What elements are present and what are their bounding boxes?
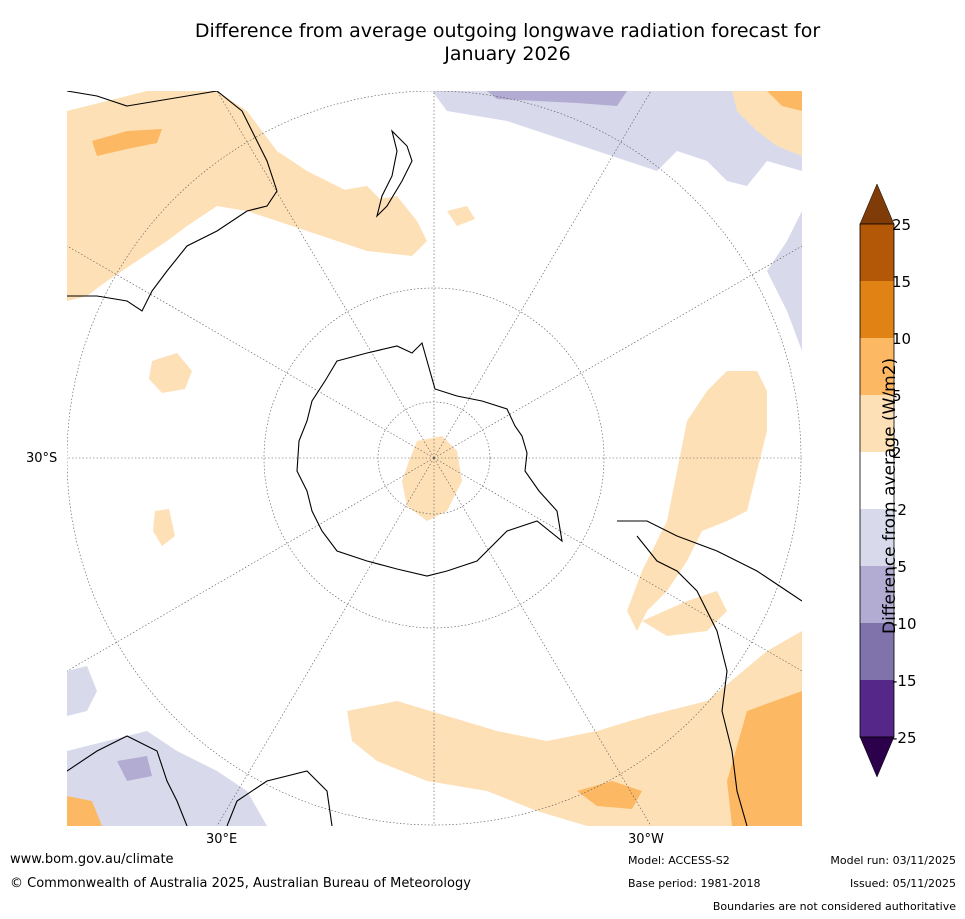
meridian-120e [67,457,435,672]
map-svg [67,91,802,826]
coastlines [67,91,802,826]
colorbar-band-2-5 [860,395,894,452]
colorbar-svg: 25 15 10 5 2 -2 -5 -10 -15 -25 [859,183,917,778]
anomaly-region-australia-warm [92,129,162,156]
colorbar-band-m5-m10 [860,566,894,623]
colorbar-tick-25: 25 [892,216,911,234]
graticule-ring-mid [263,287,605,629]
colorbar-band-10-15 [860,281,894,338]
lon-label-30e: 30°E [206,832,238,847]
footer-base-period: Base period: 1981-2018 [628,877,761,890]
anomaly-region-polar [402,436,462,521]
title-line-1: Difference from average outgoing longwav… [194,20,821,42]
colorbar-outline [859,223,895,738]
colorbar-tick-m2: -2 [892,501,907,519]
colorbar-tick-m25: -25 [892,729,917,747]
graticule [67,91,802,826]
anomaly-region-top-cool [432,91,802,186]
meridian-30w [433,91,652,459]
anomaly-region-bottom-left-warm [67,796,102,826]
title-line-2: January 2026 [444,43,571,65]
anomaly-region-left-edge-cool [67,666,97,716]
colorbar-tick-5: 5 [892,387,902,405]
anomaly-region-left-warm [149,353,192,393]
anomaly-region-top-right-warm [732,91,802,156]
anomaly-region-south-america-2 [642,591,727,636]
anomaly-region-bottom-left-cool-dark [117,756,152,781]
coast-australia [67,91,278,312]
colorbar-tick-2: 2 [892,444,902,462]
anomaly-region-bottom-warm [347,631,802,826]
meridian-150e [216,457,435,826]
lat-label-30s: 30°S [26,451,58,466]
colorbar-tick-15: 15 [892,273,911,291]
colorbar: 25 15 10 5 2 -2 -5 -10 -15 -25 [850,180,960,780]
lon-label-30w: 30°W [628,832,664,847]
colorbar-label: Difference from average (W/m2) [880,357,900,634]
coast-africa [67,735,333,826]
colorbar-band-m10-m15 [860,623,894,680]
anomaly-region-australia [67,91,427,301]
colorbar-band-5-10 [860,338,894,395]
colorbar-tick-m15: -15 [892,672,917,690]
colorbar-over-arrow [859,183,895,225]
meridian-120w [433,457,802,672]
colorbar-under-arrow [859,736,895,778]
footer-model: Model: ACCESS-S2 [628,854,730,867]
graticule-ring-outer [67,91,802,826]
colorbar-band-m2-m5 [860,509,894,566]
coast-antarctica [296,341,563,577]
meridian-150w [433,457,652,826]
colorbar-band-neutral [860,452,894,509]
colorbar-tick-m5: -5 [892,558,907,576]
anomaly-region-bottom-right-warm [727,691,802,826]
coast-south-america [617,520,802,826]
footer-website[interactable]: www.bom.gov.au/climate [10,852,174,867]
meridian-60w [433,245,802,459]
meridian-30e [216,91,435,459]
colorbar-band-m15-m25 [860,680,894,737]
colorbar-band-15-25 [860,224,894,281]
anomaly-region-left-warm-2 [153,509,175,546]
anomaly-region-top-right-warm2 [767,91,802,111]
coast-new-zealand [375,129,413,218]
footer-issued: Issued: 05/11/2025 [849,877,956,890]
colorbar-tick-m10: -10 [892,615,917,633]
anomaly-region-top-cool-dark [487,91,627,106]
map-title: Difference from average outgoing longwav… [0,20,965,66]
anomaly-region-south-america [627,371,767,631]
anomaly-region-bottom-left-cool [67,731,267,826]
anomaly-region-tasman [307,186,387,231]
anomaly-region-bottom-warm-2 [577,781,642,809]
footer-model-run: Model run: 03/11/2025 [830,854,956,867]
footer-copyright: © Commonwealth of Australia 2025, Austra… [10,876,471,891]
meridian-60e [67,245,435,459]
anomaly-fill-layer [67,91,802,826]
anomaly-region-tasman-2 [447,206,475,226]
anomaly-region-right-cool [767,211,802,351]
colorbar-tick-10: 10 [892,330,911,348]
polar-map [67,91,802,826]
footer-disclaimer: Boundaries are not considered authoritat… [712,900,956,913]
